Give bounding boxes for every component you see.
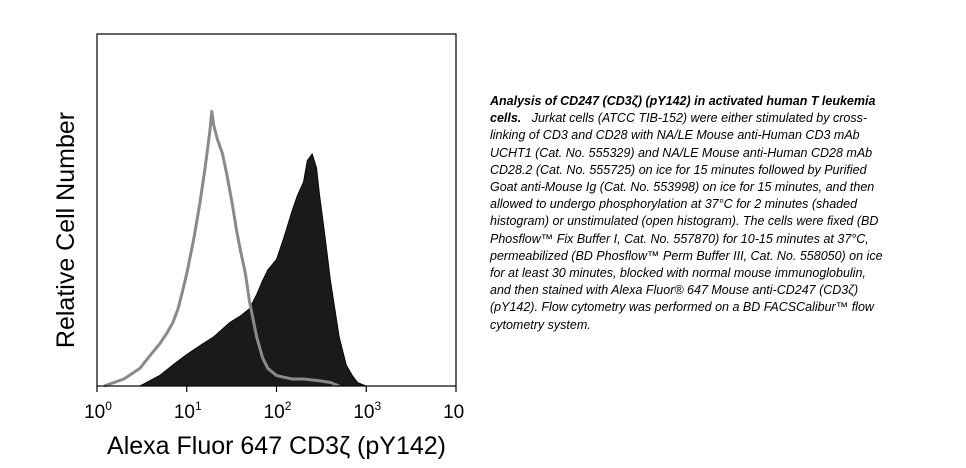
x-tick-label: 100 bbox=[84, 399, 112, 423]
x-tick-label: 104 bbox=[443, 399, 464, 423]
y-axis-label: Relative Cell Number bbox=[52, 112, 80, 348]
figure-caption: Analysis of CD247 (CD3ζ) (pY142) in acti… bbox=[490, 93, 890, 334]
x-axis-label: Alexa Fluor 647 CD3ζ (pY142) bbox=[107, 432, 446, 460]
x-tick-label: 103 bbox=[353, 399, 381, 423]
x-tick-label: 101 bbox=[174, 399, 202, 423]
x-tick-label: 102 bbox=[264, 399, 292, 423]
caption-lead: Analysis of CD247 (CD3ζ) (pY142) in acti… bbox=[490, 94, 876, 126]
shaded-histogram bbox=[139, 152, 367, 387]
x-axis-ticks: 100 101 102 103 104 bbox=[84, 386, 464, 423]
histogram-panel: 100 101 102 103 104 Relative Cell Number Ale… bbox=[48, 24, 464, 460]
open-histogram bbox=[103, 109, 340, 388]
histogram-marks bbox=[103, 109, 367, 388]
caption-spacer bbox=[525, 111, 532, 125]
histogram-chart: 100 101 102 103 104 Relative Cell Number Ale… bbox=[52, 33, 464, 460]
caption-body: Jurkat cells (ATCC TIB-152) were either … bbox=[490, 111, 883, 332]
